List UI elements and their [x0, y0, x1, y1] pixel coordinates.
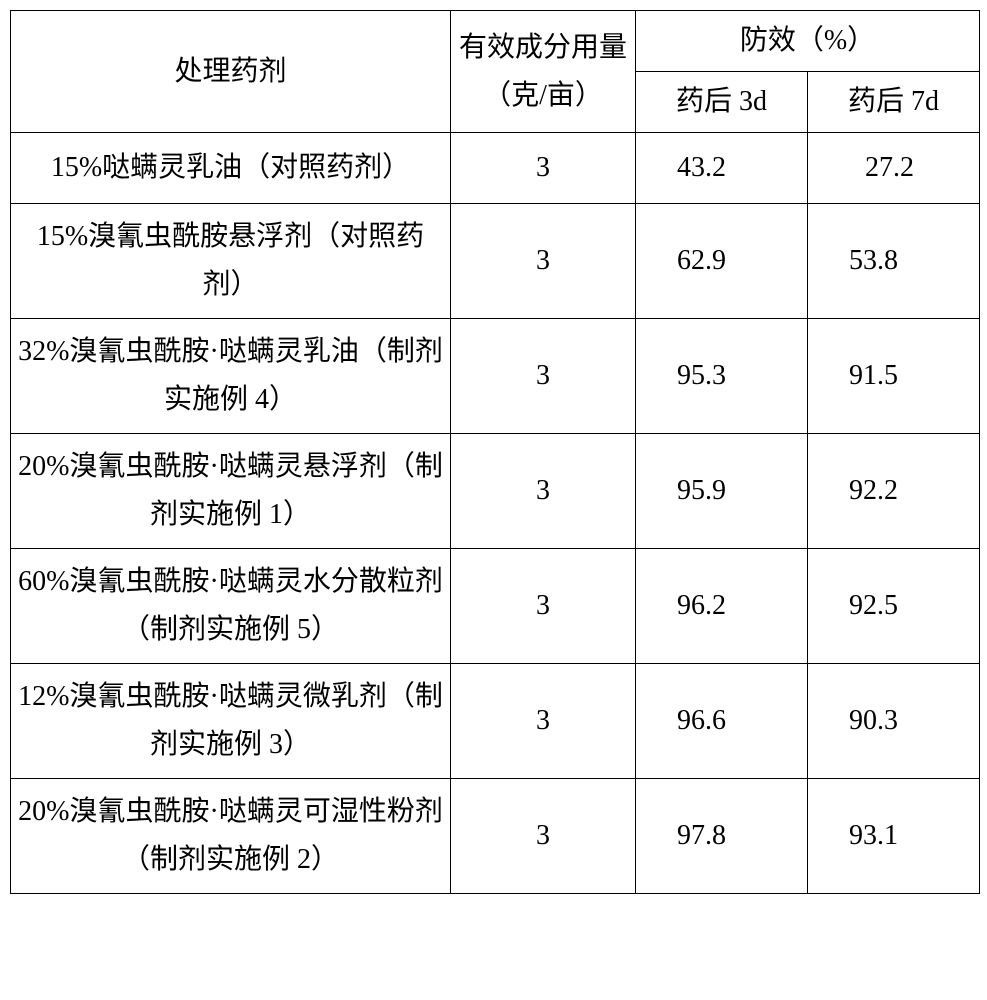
- cell-d3: 96.6: [636, 664, 808, 779]
- efficacy-table: 处理药剂 有效成分用量（克/亩） 防效（%） 药后 3d 药后 7d 15%哒螨…: [10, 10, 980, 894]
- cell-dose: 3: [451, 549, 636, 664]
- table-row: 20%溴氰虫酰胺·哒螨灵可湿性粉剂（制剂实施例 2） 3 97.8 93.1: [11, 779, 980, 894]
- cell-dose: 3: [451, 133, 636, 204]
- header-agent: 处理药剂: [11, 11, 451, 133]
- header-efficacy-group: 防效（%）: [636, 11, 980, 72]
- cell-dose: 3: [451, 664, 636, 779]
- cell-agent: 60%溴氰虫酰胺·哒螨灵水分散粒剂（制剂实施例 5）: [11, 549, 451, 664]
- cell-dose: 3: [451, 779, 636, 894]
- cell-dose: 3: [451, 319, 636, 434]
- table-row: 60%溴氰虫酰胺·哒螨灵水分散粒剂（制剂实施例 5） 3 96.2 92.5: [11, 549, 980, 664]
- cell-agent: 32%溴氰虫酰胺·哒螨灵乳油（制剂实施例 4）: [11, 319, 451, 434]
- header-day7: 药后 7d: [808, 72, 980, 133]
- cell-agent: 15%哒螨灵乳油（对照药剂）: [11, 133, 451, 204]
- cell-d3: 95.9: [636, 434, 808, 549]
- table-row: 15%哒螨灵乳油（对照药剂） 3 43.2 27.2: [11, 133, 980, 204]
- cell-d7: 92.2: [808, 434, 980, 549]
- cell-dose: 3: [451, 204, 636, 319]
- cell-dose: 3: [451, 434, 636, 549]
- table-row: 20%溴氰虫酰胺·哒螨灵悬浮剂（制剂实施例 1） 3 95.9 92.2: [11, 434, 980, 549]
- cell-agent: 15%溴氰虫酰胺悬浮剂（对照药剂）: [11, 204, 451, 319]
- table-row: 32%溴氰虫酰胺·哒螨灵乳油（制剂实施例 4） 3 95.3 91.5: [11, 319, 980, 434]
- cell-d7: 90.3: [808, 664, 980, 779]
- cell-d3: 62.9: [636, 204, 808, 319]
- cell-d7: 53.8: [808, 204, 980, 319]
- cell-agent: 12%溴氰虫酰胺·哒螨灵微乳剂（制剂实施例 3）: [11, 664, 451, 779]
- header-dose: 有效成分用量（克/亩）: [451, 11, 636, 133]
- cell-d7: 27.2: [808, 133, 980, 204]
- cell-d7: 92.5: [808, 549, 980, 664]
- table-row: 12%溴氰虫酰胺·哒螨灵微乳剂（制剂实施例 3） 3 96.6 90.3: [11, 664, 980, 779]
- cell-agent: 20%溴氰虫酰胺·哒螨灵可湿性粉剂（制剂实施例 2）: [11, 779, 451, 894]
- cell-d7: 93.1: [808, 779, 980, 894]
- cell-d3: 96.2: [636, 549, 808, 664]
- cell-d3: 95.3: [636, 319, 808, 434]
- table-row: 15%溴氰虫酰胺悬浮剂（对照药剂） 3 62.9 53.8: [11, 204, 980, 319]
- cell-d3: 43.2: [636, 133, 808, 204]
- table-header: 处理药剂 有效成分用量（克/亩） 防效（%） 药后 3d 药后 7d: [11, 11, 980, 133]
- cell-agent: 20%溴氰虫酰胺·哒螨灵悬浮剂（制剂实施例 1）: [11, 434, 451, 549]
- cell-d3: 97.8: [636, 779, 808, 894]
- cell-d7: 91.5: [808, 319, 980, 434]
- header-day3: 药后 3d: [636, 72, 808, 133]
- table-body: 15%哒螨灵乳油（对照药剂） 3 43.2 27.2 15%溴氰虫酰胺悬浮剂（对…: [11, 133, 980, 894]
